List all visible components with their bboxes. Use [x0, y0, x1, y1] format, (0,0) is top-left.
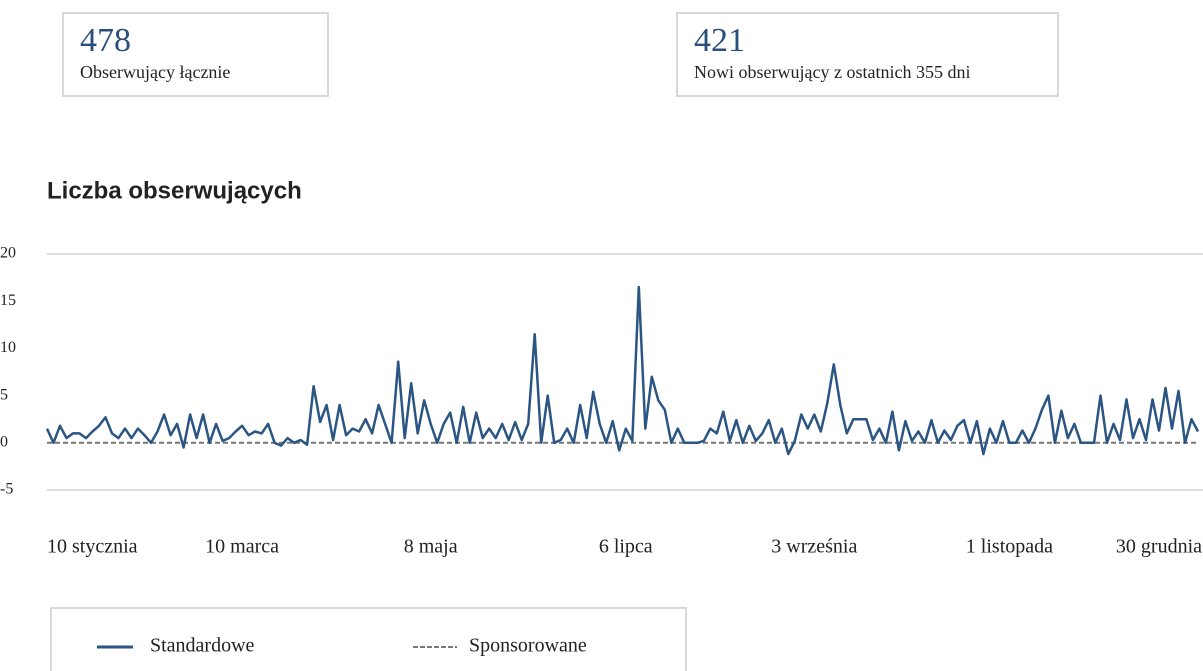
- chart-title: Liczba obserwujących: [47, 177, 302, 204]
- legend-label: Standardowe: [150, 635, 255, 657]
- stat-value: 478: [80, 22, 131, 59]
- y-tick-label: -5: [0, 481, 13, 498]
- legend-label: Sponsorowane: [469, 635, 587, 657]
- stat-value: 421: [694, 22, 745, 59]
- series-line: [45, 285, 1200, 456]
- x-tick-label: 3 września: [771, 536, 857, 558]
- x-tick-label: 8 maja: [404, 536, 458, 558]
- stat-label: Obserwujący łącznie: [80, 62, 231, 82]
- x-tick-label: 30 grudnia: [1116, 536, 1202, 558]
- stat-card: 421 Nowi obserwujący z ostatnich 355 dni: [676, 12, 1059, 97]
- y-tick-label: 20: [0, 245, 16, 262]
- x-tick-label: 10 stycznia: [47, 536, 138, 558]
- y-tick-label: 0: [0, 433, 8, 450]
- legend-box: [50, 607, 687, 671]
- y-tick-label: 15: [0, 292, 16, 309]
- x-tick-label: 1 listopada: [966, 536, 1053, 558]
- stat-label: Nowi obserwujący z ostatnich 355 dni: [694, 62, 971, 82]
- x-tick-label: 6 lipca: [599, 536, 653, 558]
- y-tick-label: 5: [0, 386, 8, 403]
- stat-card: 478 Obserwujący łącznie: [62, 12, 329, 97]
- y-tick-label: 10: [0, 339, 16, 356]
- x-tick-label: 10 marca: [205, 536, 279, 558]
